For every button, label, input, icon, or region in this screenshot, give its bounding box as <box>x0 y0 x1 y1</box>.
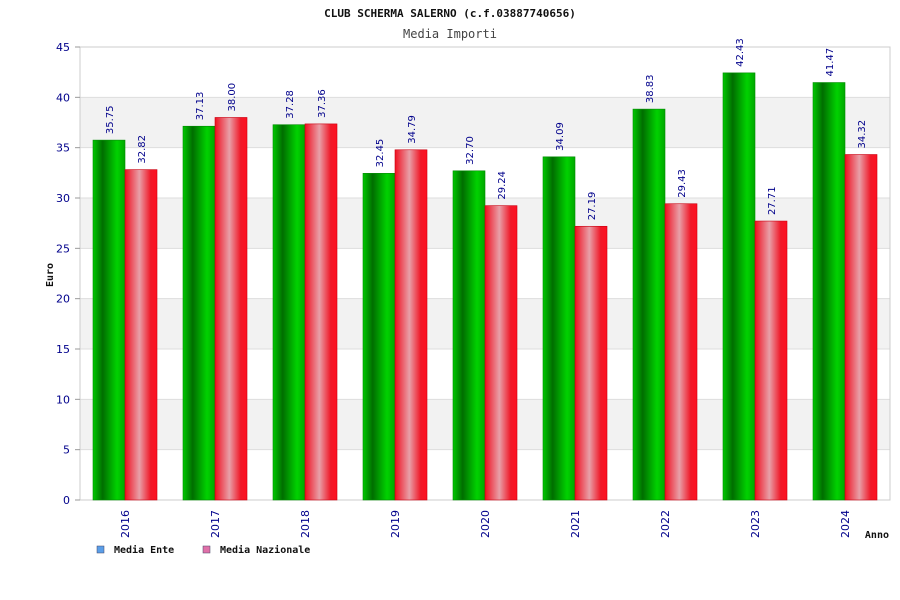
legend-label-media-ente: Media Ente <box>114 544 174 556</box>
bar-media-ente <box>632 108 666 501</box>
y-tick-label: 30 <box>56 192 70 205</box>
data-label: 41.47 <box>825 48 836 77</box>
legend-swatch-media-ente <box>96 545 105 554</box>
y-tick-label: 0 <box>63 494 70 507</box>
bar-media-nazionale <box>214 117 248 501</box>
bar-media-nazionale <box>394 149 428 501</box>
data-label: 37.28 <box>285 90 296 119</box>
x-tick-label: 2017 <box>209 510 222 538</box>
data-label: 34.79 <box>407 115 418 144</box>
x-axis: 2016 2017 2018 2019 2020 2021 2022 2023 2024 <box>119 510 852 538</box>
y-tick-label: 25 <box>56 242 70 255</box>
y-tick-label: 5 <box>63 444 70 457</box>
data-label: 27.71 <box>767 186 778 215</box>
bar-media-ente <box>812 82 846 501</box>
chart-title: CLUB SCHERMA SALERNO (c.f.03887740656) <box>324 7 576 20</box>
data-label: 29.43 <box>677 169 688 198</box>
y-tick-label: 35 <box>56 142 70 155</box>
chart-subtitle: Media Importi <box>403 27 497 41</box>
data-label: 32.82 <box>137 135 148 164</box>
x-tick-label: 2022 <box>659 510 672 538</box>
data-label: 37.36 <box>317 89 328 118</box>
y-tick-label: 45 <box>56 41 70 54</box>
bar-media-ente <box>362 173 396 501</box>
data-label: 27.19 <box>587 192 598 221</box>
bar-media-ente <box>182 125 216 501</box>
bar-media-nazionale <box>484 205 518 501</box>
x-tick-label: 2019 <box>389 510 402 538</box>
y-tick-label: 20 <box>56 293 70 306</box>
data-label: 34.32 <box>857 120 868 149</box>
bar-media-ente <box>542 156 576 501</box>
bar-media-ente <box>452 170 486 501</box>
bar-media-ente <box>92 139 126 501</box>
data-label: 38.83 <box>645 74 656 103</box>
x-tick-label: 2021 <box>569 510 582 538</box>
bar-media-nazionale <box>304 123 338 501</box>
x-tick-label: 2024 <box>839 510 852 538</box>
data-label: 34.09 <box>555 122 566 151</box>
x-tick-label: 2016 <box>119 510 132 538</box>
y-tick-label: 40 <box>56 91 70 104</box>
data-label: 42.43 <box>735 38 746 67</box>
x-tick-label: 2023 <box>749 510 762 538</box>
legend: Media Ente Media Nazionale <box>96 544 310 556</box>
data-label: 32.45 <box>375 139 386 168</box>
x-tick-label: 2020 <box>479 510 492 538</box>
x-axis-label: Anno <box>865 530 889 541</box>
bar-media-ente <box>272 124 306 501</box>
data-label: 32.70 <box>465 136 476 165</box>
bar-media-nazionale <box>664 203 698 501</box>
legend-swatch-media-nazionale <box>202 545 211 554</box>
bars-group: 35.75 32.82 37.13 38.00 37.28 37.36 32.45 34.79… <box>92 38 878 501</box>
bar-media-nazionale <box>124 169 158 501</box>
bar-media-ente <box>722 72 756 501</box>
x-tick-label: 2018 <box>299 510 312 538</box>
data-label: 35.75 <box>105 105 116 134</box>
bar-media-nazionale <box>844 154 878 501</box>
y-tick-label: 15 <box>56 343 70 356</box>
data-label: 29.24 <box>497 171 508 200</box>
data-label: 38.00 <box>227 83 238 112</box>
legend-label-media-nazionale: Media Nazionale <box>220 544 310 556</box>
bar-media-nazionale <box>754 220 788 501</box>
y-tick-label: 10 <box>56 393 70 406</box>
y-axis: 0 5 10 15 20 25 30 35 40 45 <box>56 41 80 507</box>
bar-media-nazionale <box>574 225 608 501</box>
data-label: 37.13 <box>195 92 206 121</box>
y-axis-label: Euro <box>45 263 56 287</box>
